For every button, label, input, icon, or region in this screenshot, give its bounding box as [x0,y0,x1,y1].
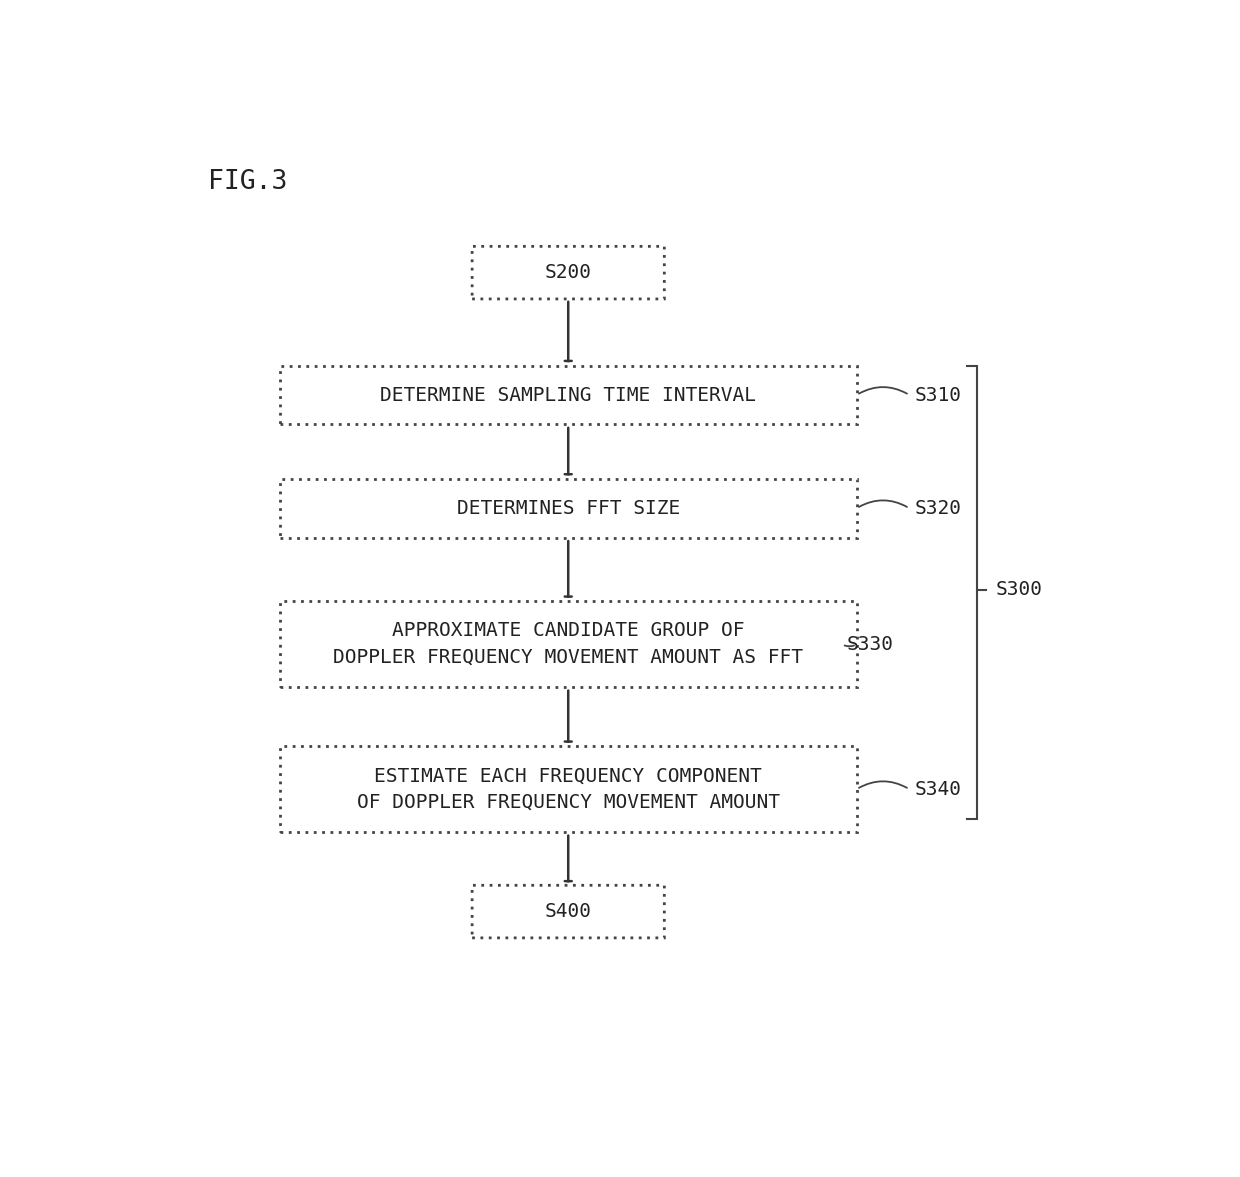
Text: ESTIMATE EACH FREQUENCY COMPONENT
OF DOPPLER FREQUENCY MOVEMENT AMOUNT: ESTIMATE EACH FREQUENCY COMPONENT OF DOP… [357,766,780,812]
Text: DETERMINE SAMPLING TIME INTERVAL: DETERMINE SAMPLING TIME INTERVAL [381,386,756,405]
FancyBboxPatch shape [280,601,857,687]
Text: S330: S330 [847,634,894,653]
Text: S300: S300 [996,580,1043,599]
Text: DETERMINES FFT SIZE: DETERMINES FFT SIZE [456,499,680,518]
Text: FIG.3: FIG.3 [208,169,288,195]
Text: S310: S310 [914,386,961,405]
FancyBboxPatch shape [472,885,665,938]
Text: S340: S340 [914,779,961,799]
FancyBboxPatch shape [280,366,857,425]
Text: S400: S400 [544,902,591,922]
FancyBboxPatch shape [472,246,665,299]
FancyBboxPatch shape [280,479,857,538]
FancyBboxPatch shape [280,746,857,832]
Text: S320: S320 [914,499,961,518]
Text: APPROXIMATE CANDIDATE GROUP OF
DOPPLER FREQUENCY MOVEMENT AMOUNT AS FFT: APPROXIMATE CANDIDATE GROUP OF DOPPLER F… [334,621,804,667]
Text: S200: S200 [544,264,591,282]
